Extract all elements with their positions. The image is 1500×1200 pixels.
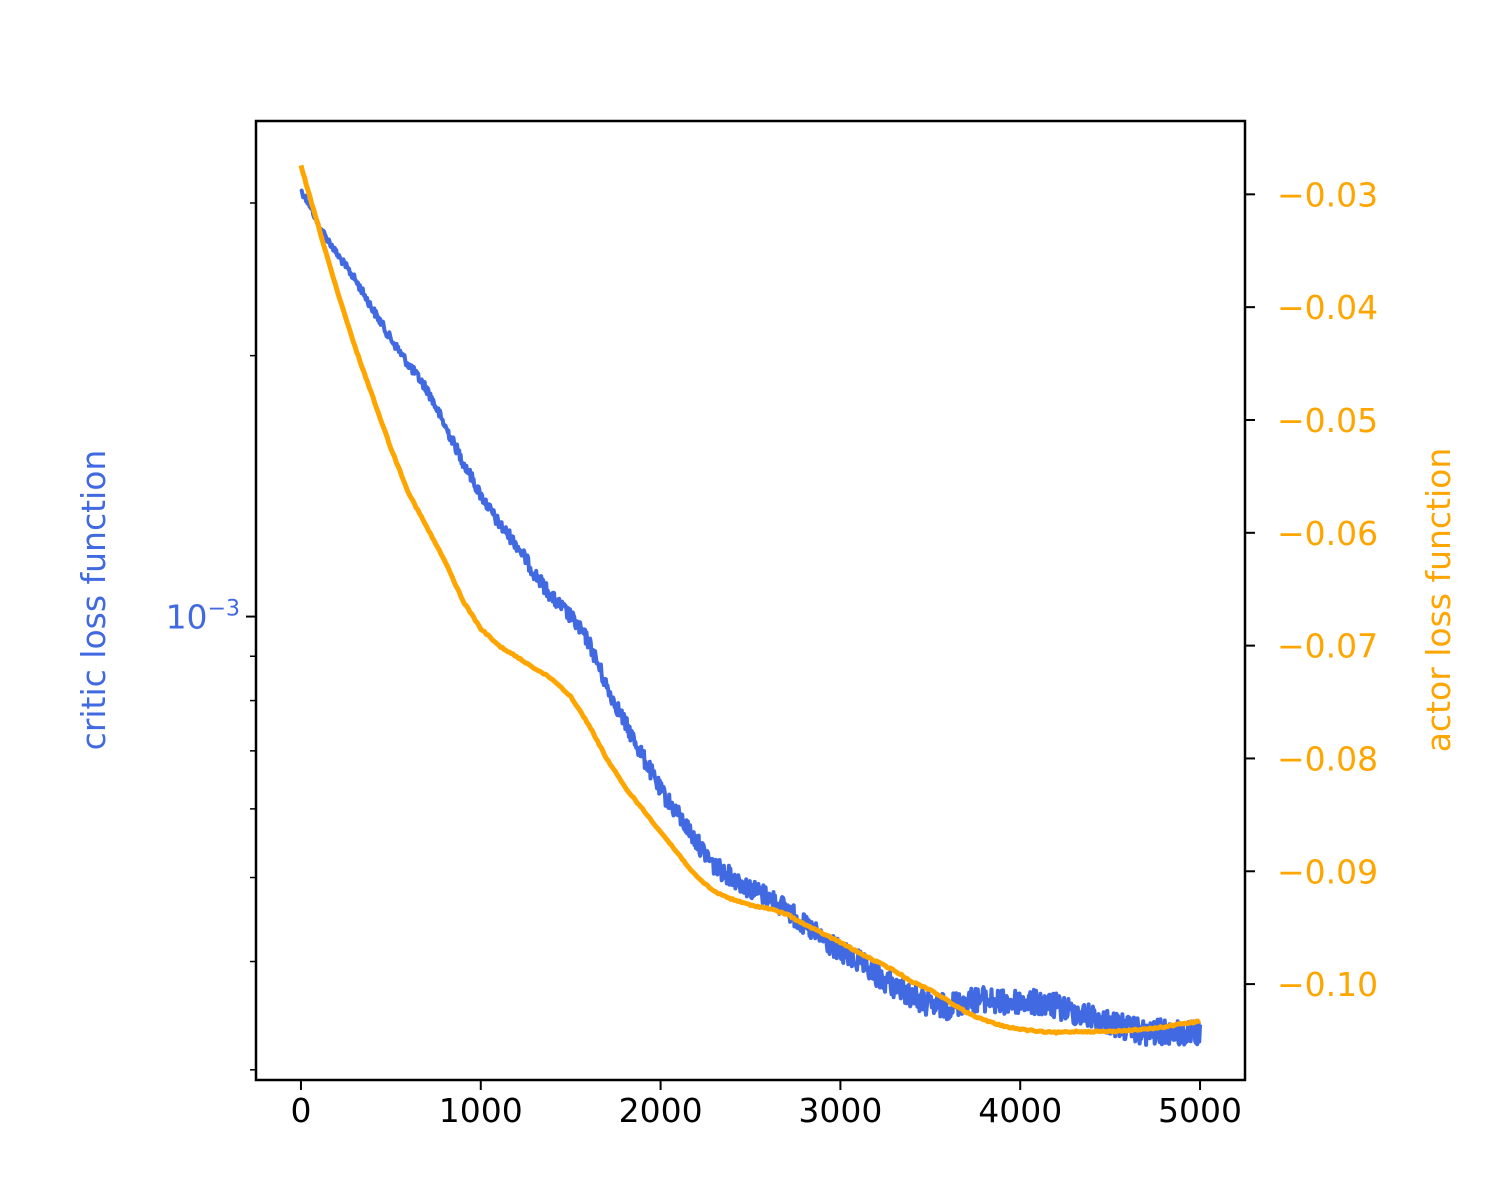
x-tick-label: 4000 [978,1091,1062,1130]
right-tick-label: −0.07 [1277,627,1378,666]
x-tick-label: 2000 [619,1091,703,1130]
actor-loss-line [298,164,1202,1036]
left-tick-label: 10−3 [166,597,240,637]
right-axis-title: actor loss function [1419,448,1458,753]
x-tick-label: 5000 [1158,1091,1242,1130]
right-tick-label: −0.08 [1277,739,1378,778]
right-tick-label: −0.05 [1277,401,1378,440]
right-tick-label: −0.03 [1277,175,1378,214]
critic-loss-line [299,188,1202,1047]
x-tick-label: 1000 [439,1091,523,1130]
x-tick-label: 3000 [798,1091,882,1130]
x-tick-label: 0 [290,1091,311,1130]
plot-frame [254,119,1247,1082]
left-axis: 10−3 [166,202,256,1071]
series-layer [298,164,1202,1047]
right-tick-label: −0.06 [1277,514,1378,553]
right-axis: −0.03 −0.04 −0.05 −0.06 −0.07 −0.08 −0.09 −0.10 [1245,175,1378,1004]
right-tick-label: −0.04 [1277,288,1378,327]
right-tick-label: −0.09 [1277,852,1378,891]
x-axis: 0 1000 2000 3000 4000 5000 [290,1080,1242,1130]
right-tick-label: −0.10 [1277,965,1378,1004]
left-axis-title: critic loss function [74,450,113,751]
